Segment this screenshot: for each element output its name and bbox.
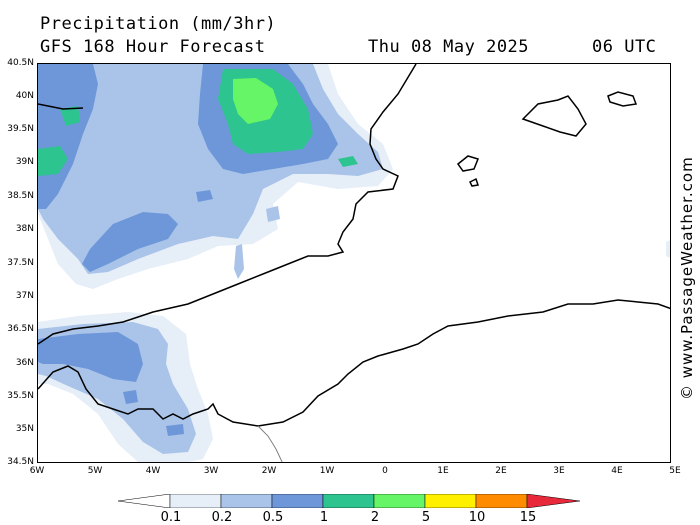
- lon-tick-label: 3E: [553, 466, 565, 476]
- colorbar-label: 10: [468, 510, 486, 525]
- colorbar-arrow-low: [118, 494, 171, 508]
- lat-tick-label: 35N: [15, 424, 34, 434]
- lat-tick-label: 38.5N: [7, 191, 34, 201]
- colorbar-label: 0.1: [160, 510, 182, 525]
- mallorca-island: [521, 95, 587, 137]
- lat-tick-label: 40.5N: [7, 58, 34, 68]
- colorbar-arrow-high: [526, 494, 581, 508]
- formentera-island: [468, 177, 479, 187]
- lat-tick-label: 38N: [15, 224, 34, 234]
- colorbar-label: 0.2: [211, 510, 233, 525]
- colorbar-swatch: [424, 494, 477, 508]
- precipitation-map[interactable]: [37, 63, 671, 463]
- map-canvas: [38, 64, 670, 462]
- lon-tick-label: 0: [382, 466, 388, 476]
- ibiza-island: [456, 155, 480, 172]
- colorbar-label: 1: [319, 510, 329, 525]
- country-border: [257, 425, 283, 462]
- lon-tick-label: 6W: [29, 466, 45, 476]
- lon-tick-label: 1E: [437, 466, 449, 476]
- forecast-time: 06 UTC: [592, 37, 657, 57]
- lon-tick-label: 2W: [261, 466, 277, 476]
- iberian-coastline: [38, 64, 417, 345]
- african-coastline: [38, 299, 670, 427]
- colorbar-swatch: [220, 494, 273, 508]
- lat-tick-label: 37N: [15, 291, 34, 301]
- lat-tick-label: 36.5N: [7, 324, 34, 334]
- precip-area-mid: [123, 390, 138, 404]
- portugal-coastline: [38, 103, 84, 110]
- lat-tick-label: 39.5N: [7, 124, 34, 134]
- lat-tick-label: 36N: [15, 358, 34, 368]
- site-credit: © www.PassageWeather.com: [678, 156, 696, 400]
- lat-tick-label: 37.5N: [7, 258, 34, 268]
- precip-area-mid: [38, 332, 143, 382]
- colorbar-label: 2: [370, 510, 380, 525]
- precip-area-mid: [82, 212, 178, 272]
- chart-title: Precipitation (mm/3hr): [40, 14, 277, 34]
- lon-tick-label: 5E: [669, 466, 681, 476]
- precip-area-high: [38, 146, 68, 176]
- precip-area-high: [60, 106, 80, 126]
- precip-area-low: [234, 244, 244, 279]
- colorbar-swatch: [169, 494, 222, 508]
- precip-area-max: [233, 78, 278, 124]
- forecast-subtitle: GFS 168 Hour Forecast: [40, 37, 266, 57]
- lon-tick-label: 2E: [495, 466, 507, 476]
- lon-tick-label: 1W: [319, 466, 335, 476]
- precip-colorbar: [118, 494, 581, 508]
- lon-tick-label: 4E: [611, 466, 623, 476]
- lat-tick-label: 35.5N: [7, 391, 34, 401]
- lon-tick-label: 5W: [87, 466, 103, 476]
- lon-tick-label: 3W: [203, 466, 219, 476]
- colorbar-label: 0.5: [262, 510, 284, 525]
- colorbar-label: 5: [421, 510, 431, 525]
- colorbar-swatch: [373, 494, 426, 508]
- precip-area-high: [338, 156, 358, 167]
- colorbar-swatch: [475, 494, 528, 508]
- forecast-date: Thu 08 May 2025: [368, 37, 530, 57]
- colorbar-swatch: [322, 494, 375, 508]
- lat-tick-label: 34.5N: [7, 457, 34, 467]
- menorca-island: [607, 91, 638, 107]
- colorbar-label: 15: [519, 510, 537, 525]
- lat-tick-label: 39N: [15, 157, 34, 167]
- colorbar-swatch: [271, 494, 324, 508]
- precip-area-mid: [196, 190, 213, 202]
- lat-tick-label: 40N: [15, 91, 34, 101]
- precip-area-mid: [166, 424, 184, 436]
- precip-area-light: [666, 240, 670, 258]
- lon-tick-label: 4W: [145, 466, 161, 476]
- precip-area-low: [266, 206, 280, 222]
